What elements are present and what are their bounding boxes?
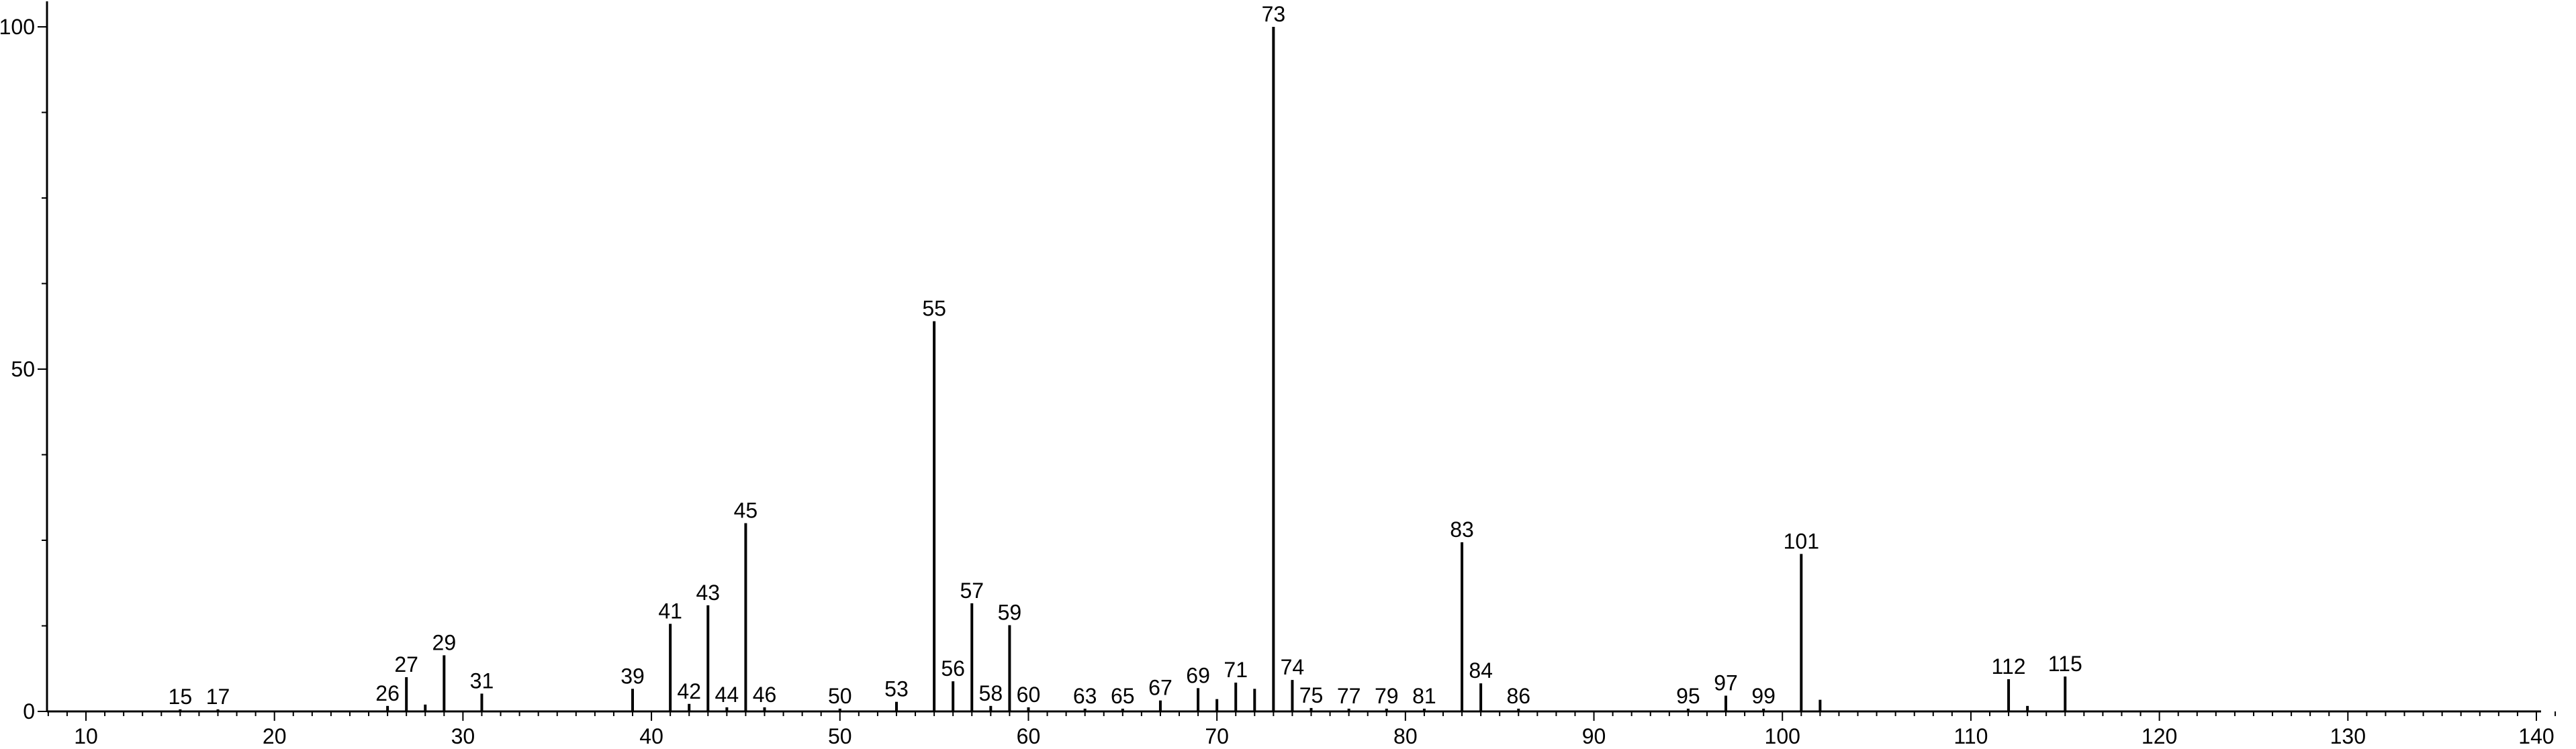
- peak-label: 69: [1186, 663, 1210, 687]
- peak-label: 42: [677, 679, 701, 703]
- peak-label: 45: [734, 499, 758, 523]
- y-tick-label: 0: [23, 699, 35, 723]
- peak-label: 59: [998, 600, 1022, 624]
- peak-label: 74: [1281, 655, 1305, 679]
- x-tick-label: 50: [828, 724, 852, 748]
- peak-label: 63: [1073, 684, 1097, 708]
- y-tick-label: 100: [0, 15, 35, 39]
- x-tick-label: 10: [74, 724, 98, 748]
- peak-label: 31: [470, 668, 494, 693]
- peak-label: 99: [1751, 684, 1776, 708]
- x-tick-label: 100: [1765, 724, 1800, 748]
- x-tick-label: 40: [639, 724, 663, 748]
- peak-label: 112: [1992, 654, 2026, 679]
- peak-label: 43: [696, 581, 720, 605]
- x-tick-label: 30: [451, 724, 475, 748]
- peak-label: 79: [1375, 684, 1399, 708]
- peak-labels: 15 17 26 27 29 31 39 41 42 43 44 45 46 50 53 55 56 57 58 59…: [169, 2, 2082, 709]
- peak-label: 39: [620, 664, 645, 688]
- peak-label: 57: [960, 579, 984, 603]
- peak-label: 29: [432, 630, 457, 654]
- peak-label: 15: [169, 685, 193, 709]
- peak-label: 83: [1450, 517, 1474, 542]
- peak-label: 55: [922, 297, 946, 321]
- peak-label: 17: [206, 685, 230, 709]
- peak-label: 65: [1111, 684, 1135, 708]
- peak-label: 84: [1469, 658, 1493, 683]
- x-tick-label: 70: [1205, 724, 1229, 748]
- peak-label: 73: [1262, 2, 1286, 26]
- peak-label: 56: [941, 656, 965, 681]
- peak-label: 75: [1299, 683, 1324, 707]
- peak-label: 71: [1224, 658, 1248, 682]
- x-tick-label: 80: [1393, 724, 1418, 748]
- peak-label: 50: [828, 684, 852, 708]
- x-tick-label: 60: [1017, 724, 1041, 748]
- peak-label: 41: [658, 599, 682, 623]
- peak-label: 97: [1714, 671, 1738, 695]
- x-tick-label: 110: [1953, 724, 1988, 748]
- x-tick-label: 90: [1582, 724, 1606, 748]
- peak-label: 58: [979, 681, 1003, 705]
- peak-label: 44: [715, 683, 739, 707]
- y-tick-label: 50: [11, 357, 35, 381]
- x-tick-label: 140: [2518, 724, 2554, 748]
- peak-label: 60: [1017, 683, 1041, 707]
- peak-label: 53: [884, 677, 909, 701]
- peak-label: 115: [2048, 652, 2082, 676]
- x-tick-label: 20: [263, 724, 287, 748]
- peak-label: 26: [375, 681, 400, 705]
- peak-label: 27: [394, 652, 418, 677]
- peak-bars: [179, 27, 2067, 711]
- peak-label: 67: [1148, 676, 1172, 700]
- peak-label: 95: [1676, 684, 1700, 708]
- peak-label: 86: [1506, 684, 1530, 708]
- peak-label: 101: [1784, 529, 1819, 553]
- peak-label: 81: [1412, 684, 1436, 708]
- peak-label: 77: [1337, 684, 1361, 708]
- x-tick-label: 130: [2330, 724, 2366, 748]
- peak-label: 46: [753, 683, 777, 707]
- x-tick-label: 120: [2142, 724, 2177, 748]
